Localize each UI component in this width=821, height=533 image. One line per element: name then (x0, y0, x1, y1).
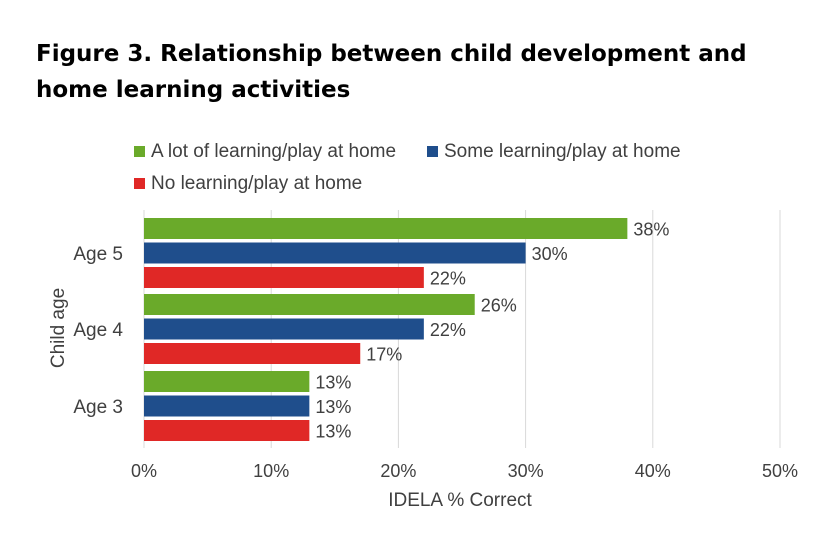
category-label: Age 3 (73, 397, 123, 418)
data-label: 17% (366, 345, 402, 365)
data-label: 22% (430, 320, 466, 340)
data-label: 22% (430, 269, 466, 289)
bars (144, 218, 628, 441)
category-labels: Age 5 Age 4 Age 3 (73, 244, 123, 418)
data-label: 13% (315, 422, 351, 442)
category-label: Age 5 (73, 244, 123, 265)
bar (144, 318, 424, 340)
x-axis-title: IDELA % Correct (388, 490, 532, 511)
legend-label: No learning/play at home (151, 173, 362, 194)
bar (144, 371, 310, 392)
data-label: 13% (315, 373, 351, 393)
x-tick-label: 50% (762, 461, 798, 481)
x-tick-labels: 0% 10% 20% 30% 40% 50% (131, 461, 798, 481)
x-tick-label: 30% (508, 461, 544, 481)
data-label: 30% (532, 244, 568, 264)
bar (144, 294, 475, 315)
legend: A lot of learning/play at home Some learn… (134, 141, 681, 194)
bar (144, 267, 424, 288)
x-tick-label: 0% (131, 461, 157, 481)
bar (144, 420, 310, 441)
data-label: 38% (633, 220, 669, 240)
legend-label: A lot of learning/play at home (151, 141, 396, 162)
y-axis-title: Child age (48, 288, 69, 368)
x-tick-label: 40% (635, 461, 671, 481)
bar (144, 218, 628, 239)
legend-label: Some learning/play at home (444, 141, 681, 162)
x-tick-label: 20% (380, 461, 416, 481)
legend-swatch (134, 178, 145, 189)
category-label: Age 4 (73, 320, 123, 341)
bar (144, 242, 526, 264)
data-label: 13% (315, 397, 351, 417)
data-label: 26% (481, 296, 517, 316)
figure-title: Figure 3. Relationship between child dev… (36, 41, 747, 103)
legend-swatch (427, 146, 438, 157)
data-labels: 38% 30% 22% 26% 22% 17% 13% 13% 13% (315, 220, 669, 442)
bar (144, 395, 310, 417)
bar (144, 343, 361, 364)
x-tick-label: 10% (253, 461, 289, 481)
legend-swatch (134, 146, 145, 157)
